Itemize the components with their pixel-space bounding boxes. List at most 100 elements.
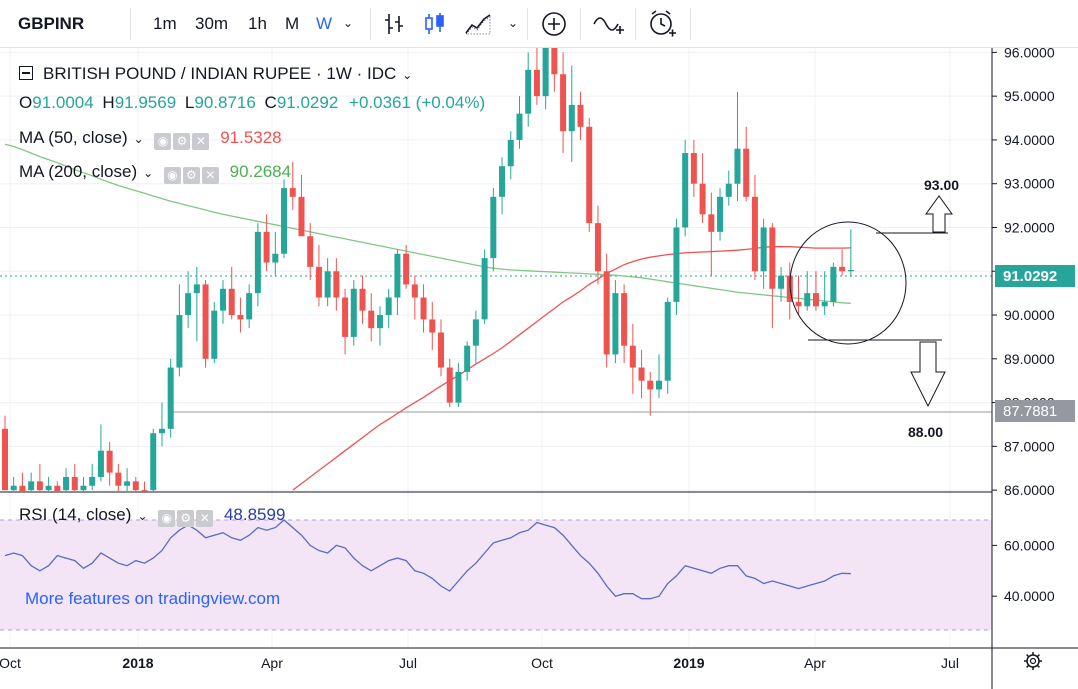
ma200-value: 90.2684 (229, 162, 292, 181)
candle-body (246, 293, 253, 320)
candle-body (795, 301, 802, 307)
area-chart-type-icon[interactable] (465, 12, 491, 36)
series-title: BRITISH POUND / INDIAN RUPEE · 1W · IDC (43, 64, 397, 83)
price-tick-label: 95.0000 (1004, 88, 1055, 104)
compare-add-icon[interactable] (541, 11, 567, 37)
ma50-line-group (292, 246, 851, 491)
interval-30m[interactable]: 30m (195, 14, 229, 33)
ma200-visibility-eye-icon[interactable]: ◉ (163, 167, 181, 184)
settings-gear-icon[interactable] (1024, 652, 1042, 670)
candle-body (446, 367, 453, 403)
bar-chart-type-icon[interactable] (383, 12, 407, 36)
time-tick-label: Apr (804, 655, 826, 671)
candle-body (124, 481, 131, 486)
candle-body (228, 288, 235, 316)
candle-body (717, 196, 724, 232)
open-value: 91.0004 (32, 93, 94, 112)
candle-body (612, 293, 619, 355)
rsi-remove-close-icon[interactable]: ✕ (196, 510, 214, 527)
time-tick-label: 2018 (122, 655, 153, 671)
time-tick-label: Jul (399, 655, 417, 671)
candle-body (54, 485, 61, 491)
candle-body (769, 227, 776, 289)
rsi-tick-label: 60.0000 (1004, 537, 1055, 553)
toolbar-divider (635, 8, 636, 40)
candle-body (734, 148, 741, 184)
candle-body (647, 380, 654, 390)
candle-body (298, 196, 305, 237)
ma50-visibility-eye-icon[interactable]: ◉ (154, 133, 172, 150)
candle-body (725, 183, 732, 197)
time-axis: Oct 2018 Apr Jul Oct 2019 Apr Jul (0, 655, 959, 671)
interval-1h[interactable]: 1h (248, 14, 267, 33)
candle-body (821, 301, 828, 307)
ma50-settings-icon[interactable]: ⚙ (173, 133, 191, 150)
close-value: 91.0292 (276, 93, 339, 112)
ma200-chevron-icon[interactable]: ⌄ (143, 166, 154, 180)
interval-M[interactable]: M (285, 14, 300, 33)
candle-body (507, 139, 514, 167)
alert-clock-icon[interactable] (647, 9, 677, 39)
ma200-legend: MA (200, close) ⌄ ◉ ⚙ ✕ 90.2684 (19, 162, 291, 184)
interval-1m[interactable]: 1m (153, 14, 177, 33)
candle-body (63, 476, 70, 491)
candle-body (307, 236, 314, 267)
candle-body (10, 485, 17, 491)
candle-body (385, 297, 392, 316)
rsi-visibility-eye-icon[interactable]: ◉ (158, 510, 176, 527)
candle-body (577, 104, 584, 127)
rsi-legend: RSI (14, close) ⌄ ◉ ⚙ ✕ 48.8599 (19, 505, 285, 527)
candle-body (760, 227, 767, 272)
candle-body (568, 104, 575, 132)
candle-body (289, 188, 296, 197)
candle-body (220, 288, 226, 311)
price-tick-label: 86.0000 (1004, 482, 1055, 498)
interval-W[interactable]: W (316, 14, 333, 33)
toolbar-divider (690, 8, 691, 40)
ma200-settings-icon[interactable]: ⚙ (182, 167, 200, 184)
series-title-chevron-icon[interactable]: ⌄ (402, 68, 413, 82)
candle-body (237, 315, 244, 320)
symbol-search[interactable]: GBPINR (18, 14, 85, 33)
level-price-tag: 87.7881 (1003, 403, 1057, 420)
rsi-settings-icon[interactable]: ⚙ (177, 510, 195, 527)
ohlc-row: O91.0004 H91.9569 L90.8716 C91.0292 +0.0… (19, 93, 485, 113)
candle-body (804, 293, 811, 307)
rsi-chevron-icon[interactable]: ⌄ (137, 509, 148, 523)
candle-body (272, 253, 279, 263)
price-tick-label: 96.0000 (1004, 44, 1055, 60)
collapse-legend-icon[interactable] (19, 66, 33, 80)
intervals-dropdown-chevron-icon[interactable]: ⌄ (343, 16, 354, 30)
drawing-annotations: 93.00 88.00 (789, 177, 959, 440)
candle-body (19, 485, 26, 491)
candle-body (36, 481, 43, 491)
candle-body (368, 310, 375, 329)
candle-body (71, 476, 78, 491)
chart-type-dropdown-chevron-icon[interactable]: ⌄ (508, 16, 519, 30)
time-tick-label: Apr (261, 655, 283, 671)
highlight-circle (789, 221, 907, 345)
indicators-icon[interactable] (592, 10, 626, 38)
candle-body (472, 319, 479, 346)
open-label: O (19, 93, 33, 112)
ma50-label: MA (50, close) (19, 128, 128, 147)
watermark: More features on tradingview.com (25, 589, 280, 608)
price-tick-label: 94.0000 (1004, 132, 1055, 148)
candle-body (603, 271, 610, 355)
rsi-tick-label: 40.0000 (1004, 588, 1055, 604)
target-down-label: 88.00 (908, 424, 943, 440)
low-label: L (184, 93, 195, 112)
ma50-chevron-icon[interactable]: ⌄ (133, 132, 144, 146)
candle-body (97, 450, 104, 477)
candle-body (464, 345, 471, 372)
ma200-remove-close-icon[interactable]: ✕ (201, 167, 219, 184)
candle-body (132, 481, 139, 491)
high-label: H (102, 93, 115, 112)
change-value: +0.0361 (+0.04%) (349, 93, 486, 112)
toolbar-divider (527, 8, 528, 40)
candles-chart-type-icon[interactable] (423, 12, 447, 36)
candle-body (193, 284, 200, 294)
top-toolbar: GBPINR 1m 30m 1h M W ⌄ ⌄ (0, 0, 1078, 48)
ma50-remove-close-icon[interactable]: ✕ (192, 133, 210, 150)
